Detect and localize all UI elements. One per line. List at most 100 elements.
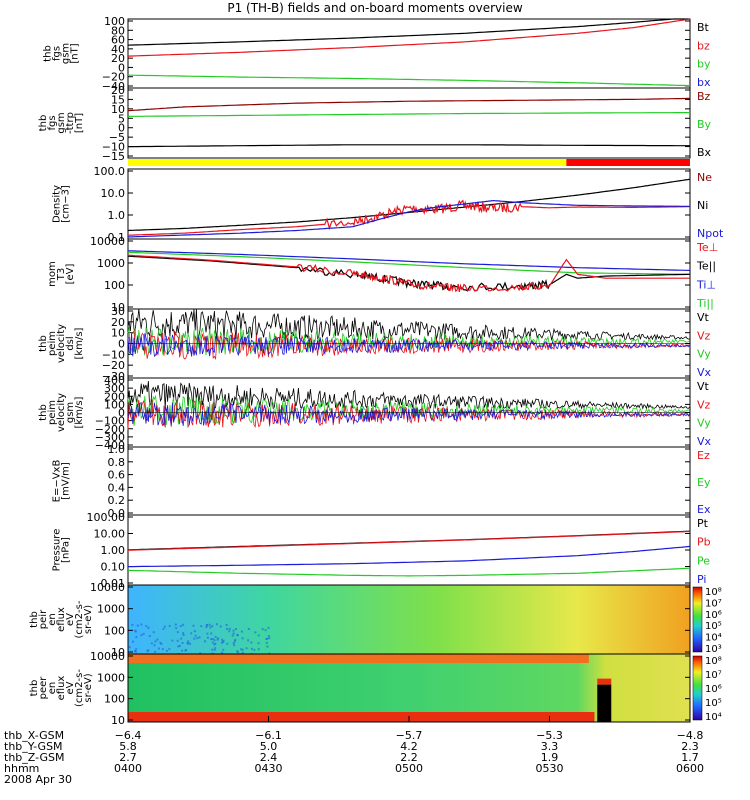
heatmap-speck xyxy=(232,642,235,645)
y-tick-label: 10 xyxy=(111,646,125,659)
heatmap-speck xyxy=(181,641,184,644)
series-Npot xyxy=(127,199,690,238)
y-tick-label: 0.1 xyxy=(108,231,126,244)
y-tick-label: −200 xyxy=(95,423,125,436)
ephemeris-value: −6.4 xyxy=(115,729,142,742)
y-tick-label: 1000 xyxy=(97,257,125,270)
velocity-trace xyxy=(127,401,690,427)
y-axis-label: gsm xyxy=(65,402,76,423)
heatmap-speck xyxy=(175,627,178,630)
heatmap-speck xyxy=(233,640,236,643)
y-tick-label: 100.00 xyxy=(87,511,126,524)
heatmap-speck xyxy=(257,642,260,645)
colorbar-tick: 10³ xyxy=(705,644,722,655)
ephemeris-value: 0400 xyxy=(114,762,142,775)
colorbar-tick: 10⁷ xyxy=(705,670,722,681)
y-tick-label: 100 xyxy=(104,624,125,637)
heatmap-speck xyxy=(142,632,145,635)
y-axis-label: gsm xyxy=(61,43,72,64)
mode-bar-slow xyxy=(128,159,567,166)
series-Ti⊥ xyxy=(127,250,691,271)
y-axis-label: thb xyxy=(29,680,40,697)
heatmap-speck xyxy=(182,634,185,637)
colorbar-tick: 10⁴ xyxy=(705,633,722,644)
y-axis-label: mom xyxy=(47,261,58,287)
heatmap-speck xyxy=(217,637,220,640)
legend-entry: Pe xyxy=(697,554,710,567)
legend-entry: Ti|| xyxy=(696,297,714,310)
y-axis-label: sr-eV) xyxy=(83,673,94,702)
heatmap-speck xyxy=(240,630,243,633)
heatmap-speck xyxy=(150,642,153,645)
y-tick-label: 0.01 xyxy=(101,577,126,590)
heatmap-speck xyxy=(196,637,199,640)
legend-entry: Bz xyxy=(697,90,711,103)
heatmap-speck xyxy=(198,636,201,639)
heatmap-speck xyxy=(182,623,185,626)
ephemeris-row-label: thb_X-GSM xyxy=(4,729,64,742)
axis-frame xyxy=(127,238,691,310)
y-axis-label: (cm2-s- xyxy=(74,600,85,638)
colorbar-tick: 10⁷ xyxy=(705,598,722,609)
heatmap-speck xyxy=(154,650,157,653)
legend-entry: Bx xyxy=(697,146,712,159)
heatmap-speck xyxy=(245,647,248,650)
heatmap-speck xyxy=(205,626,208,629)
y-axis-label: thb xyxy=(38,335,49,352)
y-tick-label: 10.00 xyxy=(94,528,126,541)
heatmap-speck xyxy=(241,637,244,640)
heatmap-speck xyxy=(213,648,216,651)
series-Pb xyxy=(127,530,691,551)
y-axis-label: peir xyxy=(38,609,49,629)
y-tick-label: 10000 xyxy=(90,581,125,594)
heatmap-speck xyxy=(240,648,243,651)
y-tick-label: 0 xyxy=(118,338,125,351)
series-Ni xyxy=(127,178,691,232)
heatmap-speck xyxy=(254,631,257,634)
y-axis-label: (cm2-s- xyxy=(74,669,85,707)
colorbar-tick: 10⁵ xyxy=(705,621,722,632)
colorbar-tick: 10⁴ xyxy=(705,712,722,723)
legend-entry: Bt xyxy=(697,21,710,34)
heatmap-speck xyxy=(176,631,179,634)
y-axis-label: fgs xyxy=(52,46,63,61)
y-axis-label: en xyxy=(47,682,58,695)
heatmap-speck xyxy=(220,641,223,644)
plot-date: 2008 Apr 30 xyxy=(4,773,72,786)
legend-entry: Te|| xyxy=(696,260,716,273)
ephemeris-value: 0430 xyxy=(255,762,283,775)
heatmap-speck xyxy=(257,648,260,651)
heatmap-gap-edge xyxy=(597,678,612,685)
heatmap-speck xyxy=(221,651,224,654)
series-Bt xyxy=(127,18,690,46)
y-tick-label: −40 xyxy=(102,80,125,93)
legend-entry: Pi xyxy=(697,573,706,586)
velocity-trace xyxy=(127,333,690,358)
panel-pressure: 100.00 10.00 1.00 0.10 0.01 Pressure[nPa] Pt Pb… xyxy=(52,511,711,590)
ephemeris-value: 1.9 xyxy=(541,751,559,764)
heatmap-speck xyxy=(206,624,209,627)
heatmap-speck xyxy=(231,634,234,637)
heatmap-speck xyxy=(178,644,181,647)
heatmap-band-top xyxy=(128,654,589,663)
heatmap-speck xyxy=(194,634,197,637)
heatmap-speck xyxy=(228,627,231,630)
heatmap-speck xyxy=(264,629,267,632)
y-tick-label: −30 xyxy=(102,370,125,383)
y-axis-label: velocity xyxy=(56,393,67,432)
y-axis-label: Density xyxy=(52,185,63,223)
heatmap-speck xyxy=(180,637,183,640)
heatmap-speck xyxy=(222,641,225,644)
y-tick-label: −20 xyxy=(102,359,125,372)
heatmap-speck xyxy=(153,644,156,647)
legend-entry: Ey xyxy=(697,476,711,489)
y-tick-label: −15 xyxy=(102,150,125,163)
series-Ne xyxy=(127,199,690,236)
heatmap-speck xyxy=(147,626,150,629)
y-axis-label: [km/s] xyxy=(74,396,85,428)
heatmap-speck xyxy=(233,644,236,647)
y-axis-label: [cm−3] xyxy=(61,185,72,223)
